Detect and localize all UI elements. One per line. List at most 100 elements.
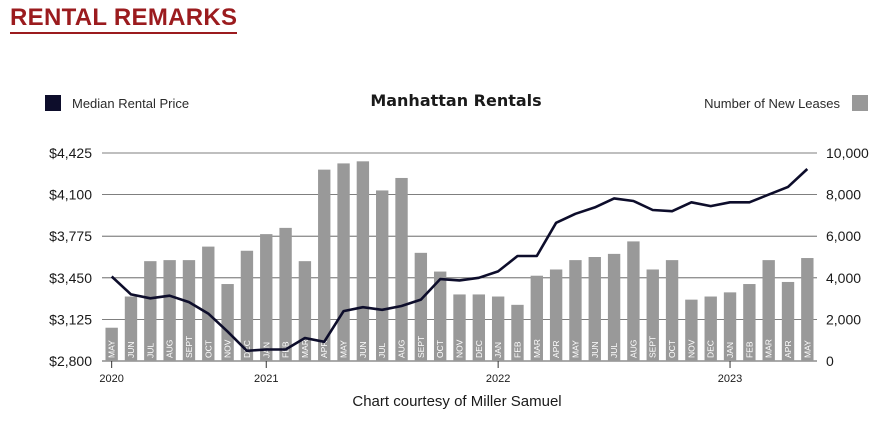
chart-title: Manhattan Rentals <box>370 91 541 110</box>
bar-new-leases <box>202 246 215 361</box>
month-label: JUN <box>590 341 600 358</box>
bar-new-leases <box>298 261 312 361</box>
month-label: DEC <box>474 340 484 358</box>
bar-new-leases <box>376 190 389 361</box>
month-label: JAN <box>493 342 503 358</box>
legend-bar-label: Number of New Leases <box>704 96 840 111</box>
year-axis: 2020 2021 2022 2023 <box>99 361 742 385</box>
bar-new-leases <box>723 292 737 361</box>
year-label: 2023 <box>718 373 742 385</box>
year-label: 2020 <box>99 373 123 385</box>
bars-new-leases <box>105 161 814 361</box>
left-tick-label: $3,450 <box>49 270 92 286</box>
bar-new-leases <box>337 163 350 361</box>
bar-new-leases <box>743 284 756 361</box>
right-tick-label: 4,000 <box>826 270 861 286</box>
legend-line-label: Median Rental Price <box>72 96 189 111</box>
legend-bar-swatch <box>852 95 868 111</box>
month-label: AUG <box>397 340 407 358</box>
month-label: NOV <box>223 339 233 358</box>
bar-new-leases <box>144 261 157 361</box>
bar-new-leases <box>685 299 698 361</box>
right-axis: 0 2,000 4,000 6,000 8,000 10,000 <box>826 145 869 369</box>
month-label: SEPT <box>648 336 658 358</box>
bar-new-leases <box>105 327 118 361</box>
month-label: JUL <box>145 343 155 358</box>
bar-new-leases <box>588 257 601 361</box>
left-tick-label: $4,100 <box>49 187 92 203</box>
bar-new-leases <box>607 253 621 361</box>
bar-new-leases <box>221 284 234 361</box>
chart-caption: Chart courtesy of Miller Samuel <box>352 393 561 410</box>
month-label: MAR <box>532 339 542 358</box>
month-label: DEC <box>706 340 716 358</box>
bar-new-leases <box>433 271 447 361</box>
bar-new-leases <box>530 275 543 361</box>
month-label: JUN <box>126 341 136 358</box>
legend-line-swatch <box>45 95 61 111</box>
bar-new-leases <box>260 234 273 361</box>
month-label: JUL <box>609 343 619 358</box>
left-tick-label: $3,775 <box>49 228 92 244</box>
median-rent-line <box>110 168 809 353</box>
left-tick-label: $4,425 <box>49 145 92 161</box>
right-tick-label: 6,000 <box>826 228 861 244</box>
bar-new-leases <box>665 260 679 361</box>
month-label: FEB <box>512 341 522 358</box>
bar-new-leases <box>163 260 176 361</box>
bar-new-leases <box>781 281 795 361</box>
month-label: JUN <box>358 341 368 358</box>
bar-new-leases <box>511 304 524 361</box>
bar-new-leases <box>762 260 775 361</box>
bar-new-leases <box>704 296 717 361</box>
month-label: OCT <box>435 340 445 358</box>
bar-new-leases <box>627 241 640 361</box>
month-label: AUG <box>165 340 175 358</box>
left-tick-label: $3,125 <box>49 311 92 327</box>
month-label: JAN <box>725 342 735 358</box>
bar-new-leases <box>318 169 331 361</box>
right-tick-label: 10,000 <box>826 145 869 161</box>
month-label: APR <box>783 341 793 358</box>
month-label: SEPT <box>416 336 426 358</box>
page-heading: RENTAL REMARKS <box>10 4 238 34</box>
right-tick-label: 2,000 <box>826 311 861 327</box>
month-label: NOV <box>686 339 696 358</box>
month-label: APR <box>551 341 561 358</box>
bar-new-leases <box>491 296 505 361</box>
month-label: MAR <box>300 339 310 358</box>
month-label: MAY <box>570 340 580 358</box>
bar-new-leases <box>240 250 254 361</box>
month-label: AUG <box>628 340 638 358</box>
bar-new-leases <box>124 296 138 361</box>
right-tick-label: 0 <box>826 353 834 369</box>
month-label: OCT <box>203 340 213 358</box>
month-label: MAY <box>107 340 117 358</box>
bar-new-leases <box>646 269 659 361</box>
month-label: OCT <box>667 340 677 358</box>
bar-new-leases <box>182 260 196 361</box>
month-label: NOV <box>455 339 465 358</box>
month-label: APR <box>319 341 329 358</box>
bar-new-leases <box>279 227 292 361</box>
bar-new-leases <box>549 269 563 361</box>
year-label: 2021 <box>254 373 278 385</box>
month-label: SEPT <box>184 336 194 358</box>
month-label: JUL <box>377 343 387 358</box>
left-tick-label: $2,800 <box>49 353 92 369</box>
left-axis: $2,800 $3,125 $3,450 $3,775 $4,100 $4,425 <box>49 145 92 369</box>
bar-new-leases <box>801 258 814 361</box>
month-label: MAY <box>339 340 349 358</box>
year-label: 2022 <box>486 373 510 385</box>
bar-new-leases <box>453 294 466 361</box>
month-label: FEB <box>744 341 754 358</box>
bar-new-leases <box>395 177 408 361</box>
month-label: MAR <box>764 339 774 358</box>
line-median-rent <box>110 168 809 353</box>
bar-new-leases <box>414 252 428 361</box>
month-label: MAY <box>802 340 812 358</box>
right-tick-label: 8,000 <box>826 187 861 203</box>
bar-new-leases <box>472 294 486 361</box>
bar-new-leases <box>569 260 582 361</box>
